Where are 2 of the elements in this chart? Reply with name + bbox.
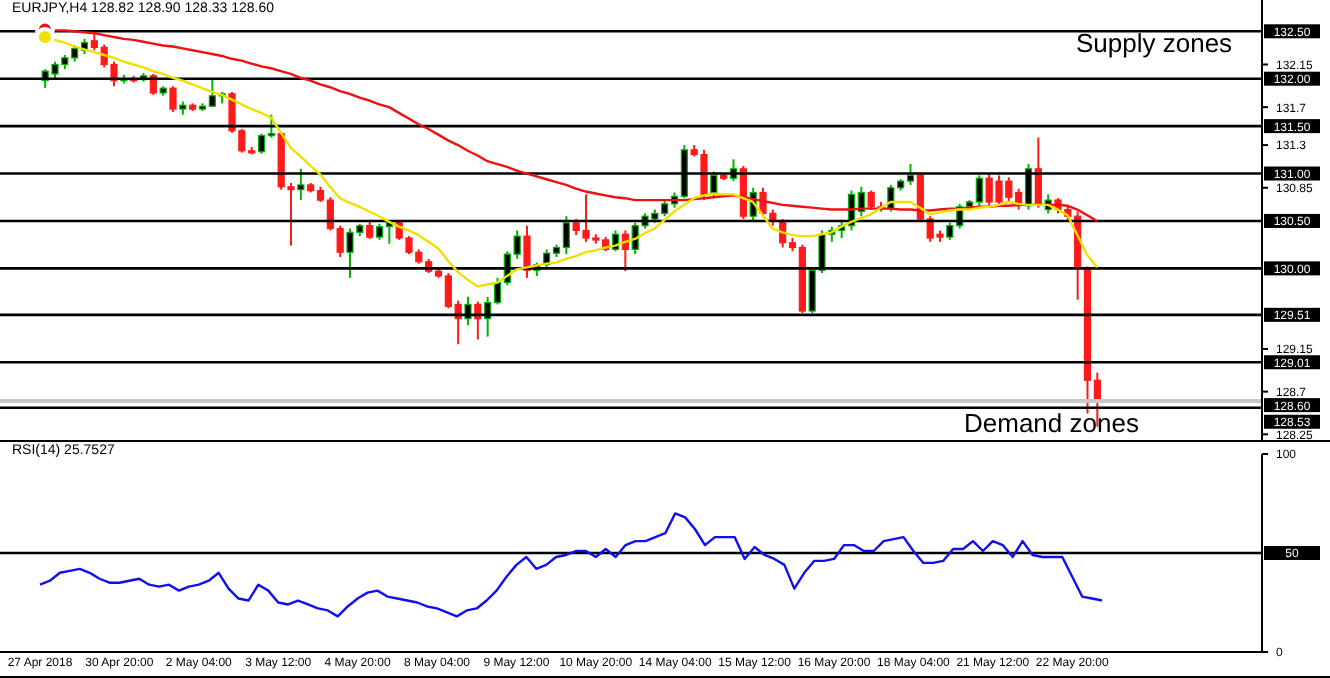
annotation: Supply zones <box>1076 28 1233 58</box>
annotation: Demand zones <box>964 408 1139 438</box>
